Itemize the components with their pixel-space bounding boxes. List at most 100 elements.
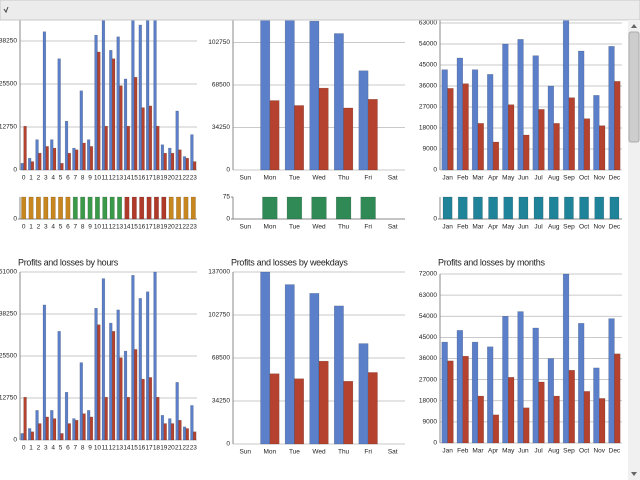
x-tick-label: 4 xyxy=(51,175,55,182)
bar xyxy=(146,291,150,441)
x-tick-label: Sep xyxy=(563,448,575,455)
y-tick-label: 18000 xyxy=(419,125,437,132)
x-tick-label: 8 xyxy=(81,445,85,452)
x-tick-label: Sun xyxy=(239,224,251,231)
bar xyxy=(94,307,98,441)
bar xyxy=(111,331,116,441)
y-tick-label: 0 xyxy=(13,216,17,223)
scroll-up[interactable] xyxy=(631,24,637,28)
bar xyxy=(583,391,591,444)
y-tick-label: 18000 xyxy=(419,397,437,404)
bar xyxy=(284,284,295,445)
x-tick-label: 15 xyxy=(131,175,139,182)
strip-bar xyxy=(124,196,130,220)
bar xyxy=(72,147,76,171)
charts: 0127502550038250510000123456789101112131… xyxy=(0,20,622,456)
bar xyxy=(148,377,153,441)
bar xyxy=(38,423,42,441)
x-tick-label: 11 xyxy=(101,175,108,182)
bar xyxy=(50,410,54,441)
x-tick-label: Sep xyxy=(563,224,575,231)
x-tick-label: Dec xyxy=(609,175,621,182)
bar xyxy=(190,134,194,171)
scroll-down[interactable] xyxy=(631,472,637,476)
bar xyxy=(138,24,142,171)
x-tick-label: Sat xyxy=(388,175,398,182)
bar xyxy=(79,90,83,171)
bar xyxy=(294,105,305,171)
bar xyxy=(547,358,555,444)
x-tick-label: Feb xyxy=(457,224,469,231)
y-tick-label: 75 xyxy=(223,194,231,201)
y-tick-label: 38250 xyxy=(0,311,17,318)
bar xyxy=(269,373,280,445)
bar xyxy=(487,74,494,171)
y-tick-label: 34250 xyxy=(212,124,230,131)
x-tick-label: 3 xyxy=(44,224,48,231)
y-tick-label: 12750 xyxy=(0,395,17,402)
bar xyxy=(35,410,39,441)
x-tick-label: 4 xyxy=(51,445,55,452)
bar xyxy=(111,58,116,171)
x-tick-label: 6 xyxy=(66,224,70,231)
bar xyxy=(358,70,369,171)
y-tick-label: 102750 xyxy=(208,312,230,319)
bar xyxy=(175,110,179,171)
y-tick-label: 63000 xyxy=(419,20,437,27)
x-tick-label: 5 xyxy=(59,224,63,231)
bar xyxy=(30,161,35,171)
bar xyxy=(185,428,189,441)
bar xyxy=(138,298,142,441)
x-tick-label: 11 xyxy=(101,224,108,231)
bar xyxy=(508,377,515,444)
x-tick-label: Mon xyxy=(264,175,277,182)
bar xyxy=(538,381,545,444)
bar xyxy=(20,433,24,441)
x-tick-label: 17 xyxy=(145,445,153,452)
strip-bar xyxy=(94,196,100,220)
bar xyxy=(131,20,135,171)
x-tick-label: 19 xyxy=(160,445,168,452)
bar xyxy=(175,382,179,441)
strip-bar xyxy=(183,196,189,220)
x-tick-label: 13 xyxy=(116,224,124,231)
x-tick-label: Tue xyxy=(289,224,300,231)
bar xyxy=(333,305,344,445)
x-tick-label: 10 xyxy=(94,224,102,231)
y-tick-label: 0 xyxy=(433,167,437,174)
strip-bar xyxy=(72,196,78,220)
strip-bar xyxy=(286,196,303,220)
bar xyxy=(156,396,160,441)
bar xyxy=(562,273,570,444)
bar xyxy=(109,50,113,171)
scrollbar-thumb[interactable] xyxy=(628,31,640,143)
bar xyxy=(28,428,32,441)
x-tick-label: Mar xyxy=(472,448,484,455)
x-tick-label: 6 xyxy=(66,445,70,452)
bar xyxy=(523,134,530,171)
x-tick-label: Jun xyxy=(518,448,529,455)
strip-bar xyxy=(161,196,167,220)
bar xyxy=(447,88,454,171)
bar xyxy=(160,415,165,441)
strip-bar xyxy=(21,196,27,220)
y-tick-label: 36000 xyxy=(419,355,437,362)
bar xyxy=(57,58,61,171)
strip-bar xyxy=(28,196,34,220)
x-tick-label: Aug xyxy=(548,224,560,231)
bar xyxy=(148,105,153,171)
y-tick-label: 0 xyxy=(433,216,437,223)
bar xyxy=(583,118,591,171)
toolbar-icon[interactable] xyxy=(3,6,9,14)
x-tick-label: 12 xyxy=(109,445,117,452)
bar xyxy=(608,46,615,171)
x-tick-label: 4 xyxy=(51,224,55,231)
strip-bar xyxy=(109,196,115,220)
bar xyxy=(538,109,545,171)
bar xyxy=(20,163,24,171)
strip-bar xyxy=(80,196,86,220)
strip-bar xyxy=(168,196,174,220)
x-tick-label: 3 xyxy=(44,445,48,452)
bar xyxy=(75,149,79,171)
